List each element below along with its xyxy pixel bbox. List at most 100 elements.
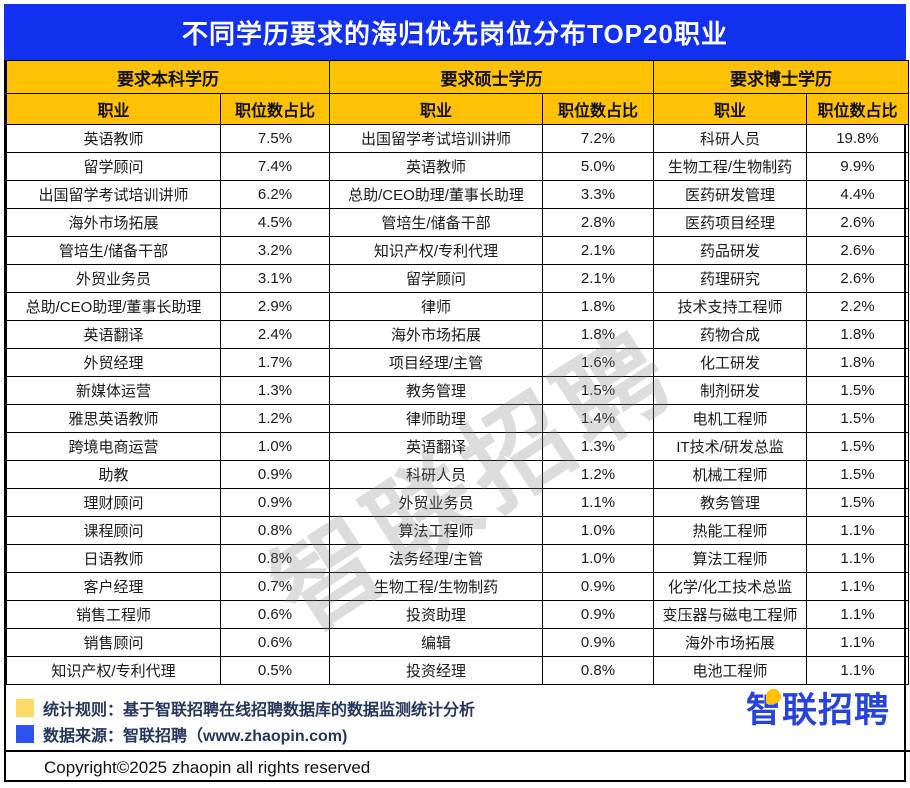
section-header-bachelor: 要求本科学历 <box>6 60 330 94</box>
job-cell: 外贸业务员 <box>329 488 543 517</box>
pct-cell: 0.9% <box>220 460 330 489</box>
job-cell: 化学/化工技术总监 <box>653 572 807 601</box>
pct-cell: 0.9% <box>542 628 654 657</box>
col-header-pct: 职位数占比 <box>220 93 330 125</box>
job-cell: 变压器与磁电工程师 <box>653 600 807 629</box>
job-cell: 海外市场拓展 <box>6 208 221 237</box>
pct-cell: 2.9% <box>220 292 330 321</box>
job-cell: 出国留学考试培训讲师 <box>6 180 221 209</box>
pct-cell: 4.5% <box>220 208 330 237</box>
job-cell: 投资助理 <box>329 600 543 629</box>
pct-cell: 1.5% <box>806 488 909 517</box>
job-cell: 管培生/储备干部 <box>6 236 221 265</box>
pct-cell: 1.1% <box>806 544 909 573</box>
pct-cell: 1.6% <box>542 348 654 377</box>
pct-cell: 1.7% <box>220 348 330 377</box>
copyright-text: Copyright©2025 zhaopin all rights reserv… <box>44 758 371 777</box>
pct-cell: 0.8% <box>542 656 654 685</box>
legend-item-rule: 统计规则：基于智联招聘在线招聘数据库的数据监测统计分析 <box>16 696 904 720</box>
section-header-row: 要求本科学历 要求硕士学历 要求博士学历 <box>6 60 909 94</box>
table-row: 外贸业务员 3.1% 留学顾问 2.1% 药理研究 2.6% <box>6 264 909 293</box>
pct-cell: 1.2% <box>220 404 330 433</box>
job-cell: 出国留学考试培训讲师 <box>329 124 543 153</box>
job-cell: 管培生/储备干部 <box>329 208 543 237</box>
table-row: 跨境电商运营 1.0% 英语翻译 1.3% IT技术/研发总监 1.5% <box>6 432 909 461</box>
pct-cell: 2.2% <box>806 292 909 321</box>
pct-cell: 0.8% <box>220 544 330 573</box>
pct-cell: 6.2% <box>220 180 330 209</box>
pct-cell: 0.6% <box>220 600 330 629</box>
job-cell: 总助/CEO助理/董事长助理 <box>6 292 221 321</box>
column-header-row: 职业 职位数占比 职业 职位数占比 职业 职位数占比 <box>6 93 909 125</box>
job-cell: 客户经理 <box>6 572 221 601</box>
title-bar: 不同学历要求的海归优先岗位分布TOP20职业 <box>4 4 906 60</box>
job-cell: 教务管理 <box>329 376 543 405</box>
job-cell: 编辑 <box>329 628 543 657</box>
pct-cell: 1.8% <box>542 292 654 321</box>
pct-cell: 1.5% <box>806 432 909 461</box>
pct-cell: 3.3% <box>542 180 654 209</box>
job-cell: 科研人员 <box>329 460 543 489</box>
pct-cell: 1.5% <box>806 460 909 489</box>
job-cell: 销售工程师 <box>6 600 221 629</box>
blue-swatch-icon <box>16 725 34 743</box>
section-header-master: 要求硕士学历 <box>329 60 654 94</box>
job-cell: 技术支持工程师 <box>653 292 807 321</box>
pct-cell: 3.1% <box>220 264 330 293</box>
job-cell: 生物工程/生物制药 <box>653 152 807 181</box>
job-cell: 算法工程师 <box>653 544 807 573</box>
table-row: 客户经理 0.7% 生物工程/生物制药 0.9% 化学/化工技术总监 1.1% <box>6 572 909 601</box>
pct-cell: 2.4% <box>220 320 330 349</box>
job-cell: 算法工程师 <box>329 516 543 545</box>
job-cell: 海外市场拓展 <box>329 320 543 349</box>
footer: 统计规则：基于智联招聘在线招聘数据库的数据监测统计分析 数据来源：智联招聘（ww… <box>6 685 910 780</box>
legend-item-source: 数据来源：智联招聘（www.zhaopin.com) <box>16 722 904 746</box>
job-cell: 英语翻译 <box>329 432 543 461</box>
job-cell: 课程顾问 <box>6 516 221 545</box>
pct-cell: 2.1% <box>542 236 654 265</box>
table-row: 知识产权/专利代理 0.5% 投资经理 0.8% 电池工程师 1.1% <box>6 656 909 685</box>
pct-cell: 5.0% <box>542 152 654 181</box>
page-title: 不同学历要求的海归优先岗位分布TOP20职业 <box>182 18 728 49</box>
job-cell: 项目经理/主管 <box>329 348 543 377</box>
table-row: 销售顾问 0.6% 编辑 0.9% 海外市场拓展 1.1% <box>6 628 909 657</box>
job-cell: 电池工程师 <box>653 656 807 685</box>
job-cell: 英语翻译 <box>6 320 221 349</box>
table-row: 外贸经理 1.7% 项目经理/主管 1.6% 化工研发 1.8% <box>6 348 909 377</box>
job-cell: 教务管理 <box>653 488 807 517</box>
job-cell: 医药项目经理 <box>653 208 807 237</box>
job-cell: 日语教师 <box>6 544 221 573</box>
table-row: 新媒体运营 1.3% 教务管理 1.5% 制剂研发 1.5% <box>6 376 909 405</box>
pct-cell: 4.4% <box>806 180 909 209</box>
pct-cell: 7.2% <box>542 124 654 153</box>
table-row: 日语教师 0.8% 法务经理/主管 1.0% 算法工程师 1.1% <box>6 544 909 573</box>
job-cell: 热能工程师 <box>653 516 807 545</box>
job-cell: 电机工程师 <box>653 404 807 433</box>
job-cell: 机械工程师 <box>653 460 807 489</box>
job-cell: 知识产权/专利代理 <box>329 236 543 265</box>
job-cell: 药物合成 <box>653 320 807 349</box>
job-cell: 外贸经理 <box>6 348 221 377</box>
pct-cell: 0.9% <box>542 600 654 629</box>
pct-cell: 1.0% <box>542 516 654 545</box>
pct-cell: 9.9% <box>806 152 909 181</box>
data-source-text: 数据来源：智联招聘（www.zhaopin.com) <box>43 728 348 745</box>
job-cell: 投资经理 <box>329 656 543 685</box>
table-row: 总助/CEO助理/董事长助理 2.9% 律师 1.8% 技术支持工程师 2.2% <box>6 292 909 321</box>
table-row: 英语翻译 2.4% 海外市场拓展 1.8% 药物合成 1.8% <box>6 320 909 349</box>
col-header-job: 职业 <box>653 93 807 125</box>
statistics-rule-text: 统计规则：基于智联招聘在线招聘数据库的数据监测统计分析 <box>43 702 476 719</box>
pct-cell: 1.1% <box>806 600 909 629</box>
pct-cell: 19.8% <box>806 124 909 153</box>
section-header-doctor: 要求博士学历 <box>653 60 909 94</box>
table-row: 助教 0.9% 科研人员 1.2% 机械工程师 1.5% <box>6 460 909 489</box>
job-cell: 生物工程/生物制药 <box>329 572 543 601</box>
pct-cell: 0.9% <box>220 488 330 517</box>
job-cell: 海外市场拓展 <box>653 628 807 657</box>
table-row: 理财顾问 0.9% 外贸业务员 1.1% 教务管理 1.5% <box>6 488 909 517</box>
table-row: 管培生/储备干部 3.2% 知识产权/专利代理 2.1% 药品研发 2.6% <box>6 236 909 265</box>
pct-cell: 1.5% <box>806 404 909 433</box>
col-header-job: 职业 <box>6 93 221 125</box>
col-header-job: 职业 <box>329 93 543 125</box>
pct-cell: 0.8% <box>220 516 330 545</box>
